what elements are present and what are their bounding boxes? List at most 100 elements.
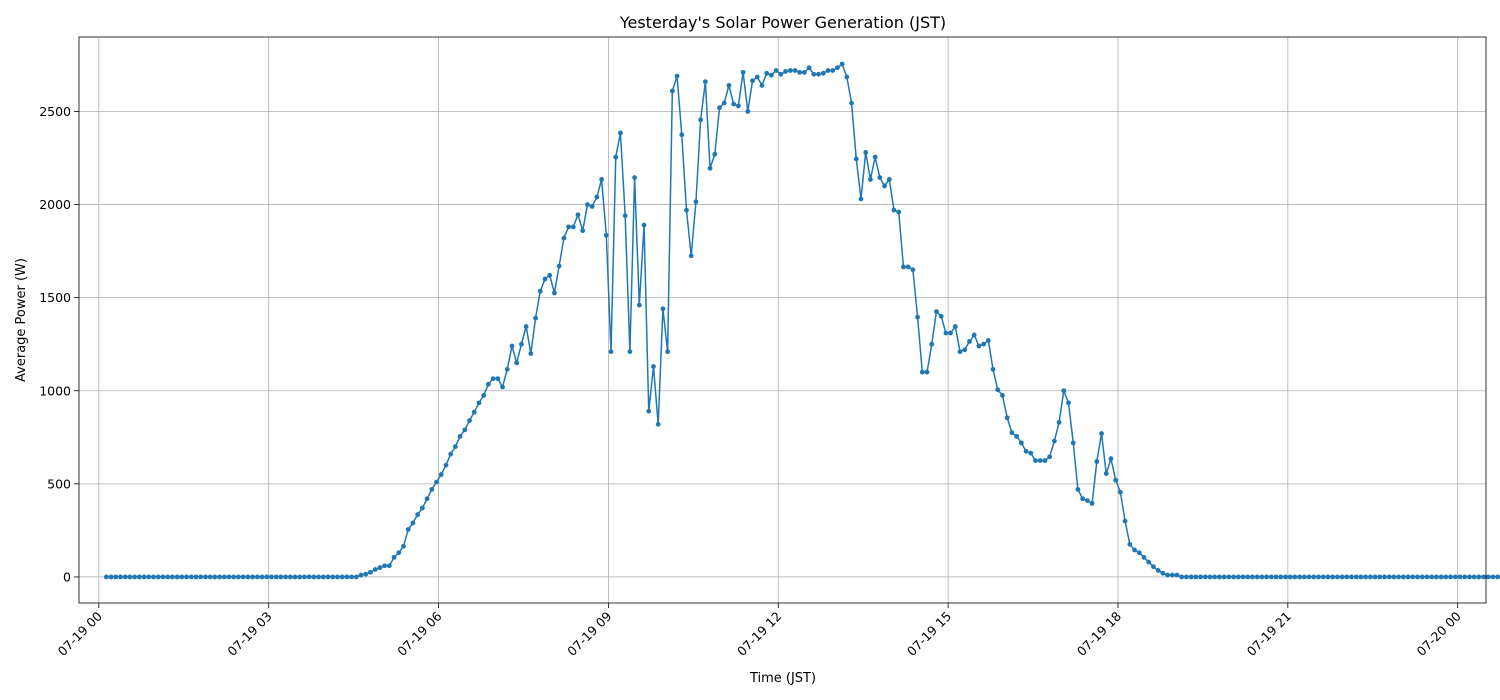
data-point [858,196,864,202]
data-point [1089,500,1095,506]
y-tick-label: 0 [63,569,71,584]
data-point [891,207,897,213]
data-point [1014,433,1020,439]
data-point [1278,574,1284,580]
data-point [127,574,133,580]
data-point [735,103,741,109]
data-point [1018,440,1024,446]
data-point [481,393,487,398]
data-point [495,376,501,382]
data-point [868,177,873,182]
data-point [146,574,152,580]
data-point [160,574,166,580]
x-tick-label: 07-19 00 [55,608,105,658]
data-point [368,569,373,575]
y-tick-label: 1000 [39,383,71,398]
x-tick-label: 07-19 06 [394,608,444,658]
x-tick-label: 07-19 21 [1244,609,1294,659]
data-point [429,487,435,492]
data-point [509,343,515,349]
data-point [655,421,661,427]
data-point [424,496,430,502]
data-point [452,444,458,450]
data-point [1301,574,1307,580]
data-point [877,175,883,180]
data-point [1179,574,1185,580]
data-point [1226,574,1232,580]
data-point [198,574,204,580]
data-point [344,574,350,580]
data-point [302,574,307,580]
data-point [901,264,906,270]
y-tick-label: 1500 [39,290,71,305]
data-point [1259,574,1265,580]
data-point [919,369,925,375]
data-point [476,400,482,406]
data-point [316,574,321,580]
data-point [811,71,817,77]
data-point [1188,574,1194,580]
data-point [1320,574,1326,580]
data-point [410,520,416,526]
data-point [547,272,553,278]
data-point [948,330,953,336]
data-point [108,574,114,580]
data-point [1372,574,1378,580]
data-point [457,433,463,439]
data-point [1339,574,1345,580]
data-point [768,72,774,78]
data-point [1146,559,1152,565]
data-point [1136,550,1142,556]
data-point [1405,574,1411,580]
data-point [103,574,109,580]
data-point [1099,431,1104,436]
data-point [1118,489,1123,495]
data-point [721,100,727,106]
data-point [943,330,949,336]
data-point [1330,574,1336,580]
data-point [1434,574,1439,580]
data-point [1254,574,1260,580]
data-point [217,574,222,580]
data-point [1000,393,1005,398]
data-point [849,100,854,106]
data-point [971,332,977,338]
data-point [1160,570,1166,576]
data-point [627,349,633,355]
x-tick-label: 07-19 03 [224,609,274,659]
data-point [462,427,468,433]
data-point [184,574,189,580]
data-point [1485,574,1491,580]
data-point [490,376,496,382]
data-point [1004,415,1010,421]
data-point [1202,574,1208,580]
data-point [1349,574,1354,580]
data-point [830,68,836,73]
data-point [528,351,534,356]
data-point [1132,547,1137,553]
data-point [1009,430,1015,436]
data-point [1169,572,1175,578]
data-point [801,69,807,75]
x-tick-label: 07-19 09 [564,608,614,658]
data-point [264,574,270,580]
data-point [1363,574,1369,580]
data-point [679,132,685,138]
data-point [646,408,652,414]
data-point [1094,459,1100,464]
data-point [523,324,529,329]
data-point [155,574,161,580]
data-point [335,574,340,580]
data-point [820,70,826,76]
data-point [306,574,312,580]
data-point [665,349,671,355]
data-point [698,117,704,123]
data-point [1108,456,1114,462]
data-point [816,71,821,77]
data-point [1184,574,1189,580]
data-point [1377,574,1383,580]
data-point [1287,574,1293,580]
data-point [825,68,831,73]
data-point [1113,477,1119,483]
data-point [1283,574,1288,580]
